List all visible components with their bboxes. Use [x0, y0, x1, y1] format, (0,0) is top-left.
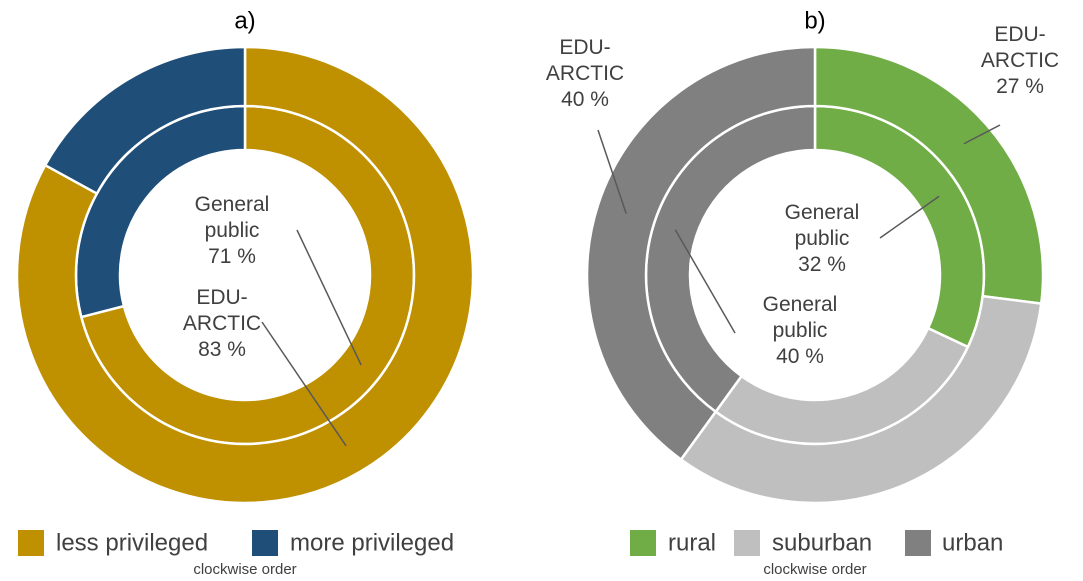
segment-label: General public 71 % [195, 193, 270, 268]
legend-swatch [630, 530, 656, 556]
legend-swatch [905, 530, 931, 556]
legend-label: rural [668, 529, 716, 556]
leader-line [963, 124, 1001, 145]
value-label: 40 % [561, 88, 609, 111]
legend-label: more privileged [290, 529, 454, 556]
chart-title: a) [234, 7, 255, 34]
ring-segment [15, 45, 475, 505]
leader-line [597, 129, 627, 214]
value-label: 27 % [996, 75, 1044, 98]
ring-segment [585, 45, 817, 462]
leader-line [261, 321, 347, 447]
ring-name: EDU-ARCTIC [981, 23, 1059, 72]
leader-line [674, 229, 736, 334]
segment-label: EDU-ARCTIC 40 % [546, 36, 624, 111]
legend-swatch [734, 530, 760, 556]
ring-name: General public [763, 293, 838, 342]
legend-label: urban [942, 529, 1003, 556]
segment-label: EDU-ARCTIC 83 % [183, 286, 261, 361]
note: clockwise order [763, 561, 866, 578]
value-label: 32 % [798, 253, 846, 276]
ring-name: General public [195, 193, 270, 242]
ring-segment [43, 45, 247, 196]
ring-name: General public [785, 201, 860, 250]
ring-name: EDU-ARCTIC [183, 286, 261, 335]
legend-label: less privileged [56, 529, 208, 556]
legend-label: suburban [772, 529, 872, 556]
ring-segment [679, 294, 1043, 505]
note: clockwise order [193, 561, 296, 578]
legend-swatch [18, 530, 44, 556]
leader-line [879, 195, 940, 239]
segment-label: General public 40 % [763, 293, 838, 368]
value-label: 71 % [208, 245, 256, 268]
segment-label: EDU-ARCTIC 27 % [981, 23, 1059, 98]
leader-line [296, 229, 362, 366]
legend-swatch [252, 530, 278, 556]
ring-name: EDU-ARCTIC [546, 36, 624, 85]
segment-label: General public 32 % [785, 201, 860, 276]
value-label: 40 % [776, 345, 824, 368]
chart-title: b) [804, 7, 825, 34]
value-label: 83 % [198, 338, 246, 361]
